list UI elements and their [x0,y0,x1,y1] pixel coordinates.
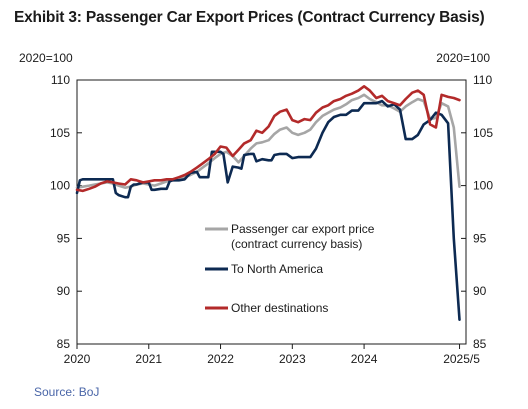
series-line-other-destinations [75,85,461,193]
axes: 85 85 90 90 95 95 100 100 105 105 110 110 2020 2021 20… [50,73,493,366]
y-axis-unit-left: 2020=100 [19,51,73,65]
series-line-to-north-america [75,99,461,321]
x-tick-label: 2023 [279,352,306,366]
y-axis-unit-right: 2020=100 [436,51,490,65]
x-tick-label: 2021 [135,352,162,366]
y-tick-label-right: 110 [473,73,492,87]
x-tick-label: 2025/5 [443,352,480,366]
y-tick-label-left: 90 [57,284,71,298]
legend: Passenger car export price(contract curr… [205,222,375,315]
x-tick-label: 2022 [207,352,234,366]
y-tick-label-left: 105 [50,126,70,140]
legend-label: Other destinations [231,301,328,315]
series-line-passenger-car-export-price [75,93,461,189]
x-tick-label: 2020 [64,352,91,366]
legend-label: To North America [231,262,323,276]
x-tick-label: 2024 [351,352,378,366]
y-tick-label-right: 105 [473,126,493,140]
source-note: Source: BoJ [34,385,100,399]
y-tick-label-right: 95 [473,231,487,245]
plot-frame [76,79,467,345]
legend-label: Passenger car export price [231,222,375,236]
y-tick-label-right: 90 [473,284,487,298]
series-lines [75,85,461,321]
y-tick-label-right: 100 [473,179,493,193]
y-tick-label-left: 85 [57,337,71,351]
y-tick-label-right: 85 [473,337,487,351]
chart-title: Exhibit 3: Passenger Car Export Prices (… [14,9,485,26]
y-tick-label-left: 95 [57,231,71,245]
y-tick-label-left: 110 [51,73,70,87]
legend-label: (contract currency basis) [231,237,362,251]
y-tick-label-left: 100 [50,179,70,193]
